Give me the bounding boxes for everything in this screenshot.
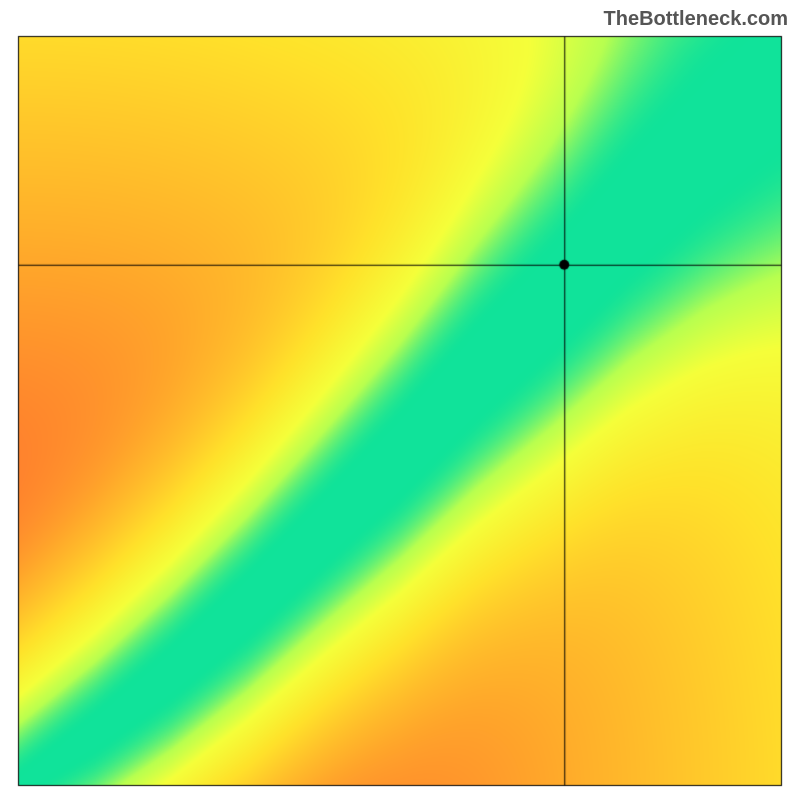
watermark-text: TheBottleneck.com bbox=[604, 8, 788, 31]
chart-container: TheBottleneck.com bbox=[0, 0, 800, 800]
bottleneck-heatmap bbox=[0, 0, 800, 800]
